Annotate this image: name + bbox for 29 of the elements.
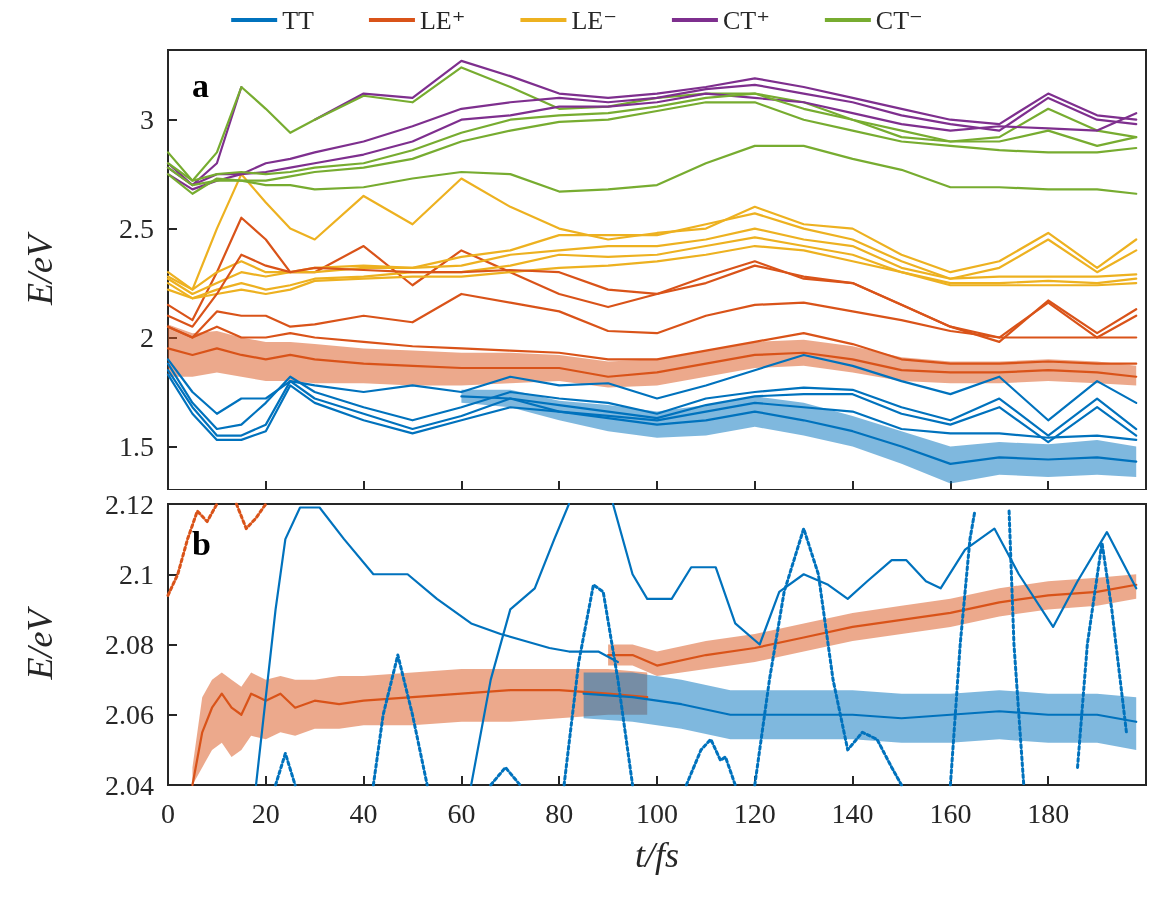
y-axis-title: E/eV [20,605,60,681]
y-tick-label: 2.04 [105,769,154,801]
legend-label: LE⁺ [419,5,466,35]
legend-label: LE⁻ [571,5,617,35]
y-tick-label: 2.5 [119,213,154,245]
x-tick-label: 180 [1027,797,1070,829]
x-tick-label: 140 [831,797,874,829]
x-tick-label: 160 [929,797,972,829]
y-tick-label: 2.08 [105,629,154,660]
y-tick-label: 2.06 [105,699,154,731]
legend-label: CT⁺ [722,5,770,35]
annotation: b [192,524,211,562]
x-tick-label: 80 [545,797,574,829]
x-tick-label: 40 [349,797,378,829]
y-tick-label: 3 [140,104,154,136]
y-tick-label: 2 [140,322,154,354]
y-tick-label: 1.5 [119,430,154,462]
x-axis-title: t/fs [634,835,680,875]
x-tick-label: 60 [447,797,476,829]
x-tick-label: 20 [251,797,280,829]
y-tick-label: 2.1 [119,558,154,590]
annotation: a [192,66,209,104]
y-axis-title: E/eV [20,231,60,306]
x-tick-label: 100 [636,797,678,829]
legend-label: CT⁻ [875,5,923,35]
x-tick-label: 120 [733,797,776,829]
x-tick-label: 0 [161,797,175,829]
legend-label: TT [282,5,315,35]
y-tick-label: 2.12 [105,488,154,520]
